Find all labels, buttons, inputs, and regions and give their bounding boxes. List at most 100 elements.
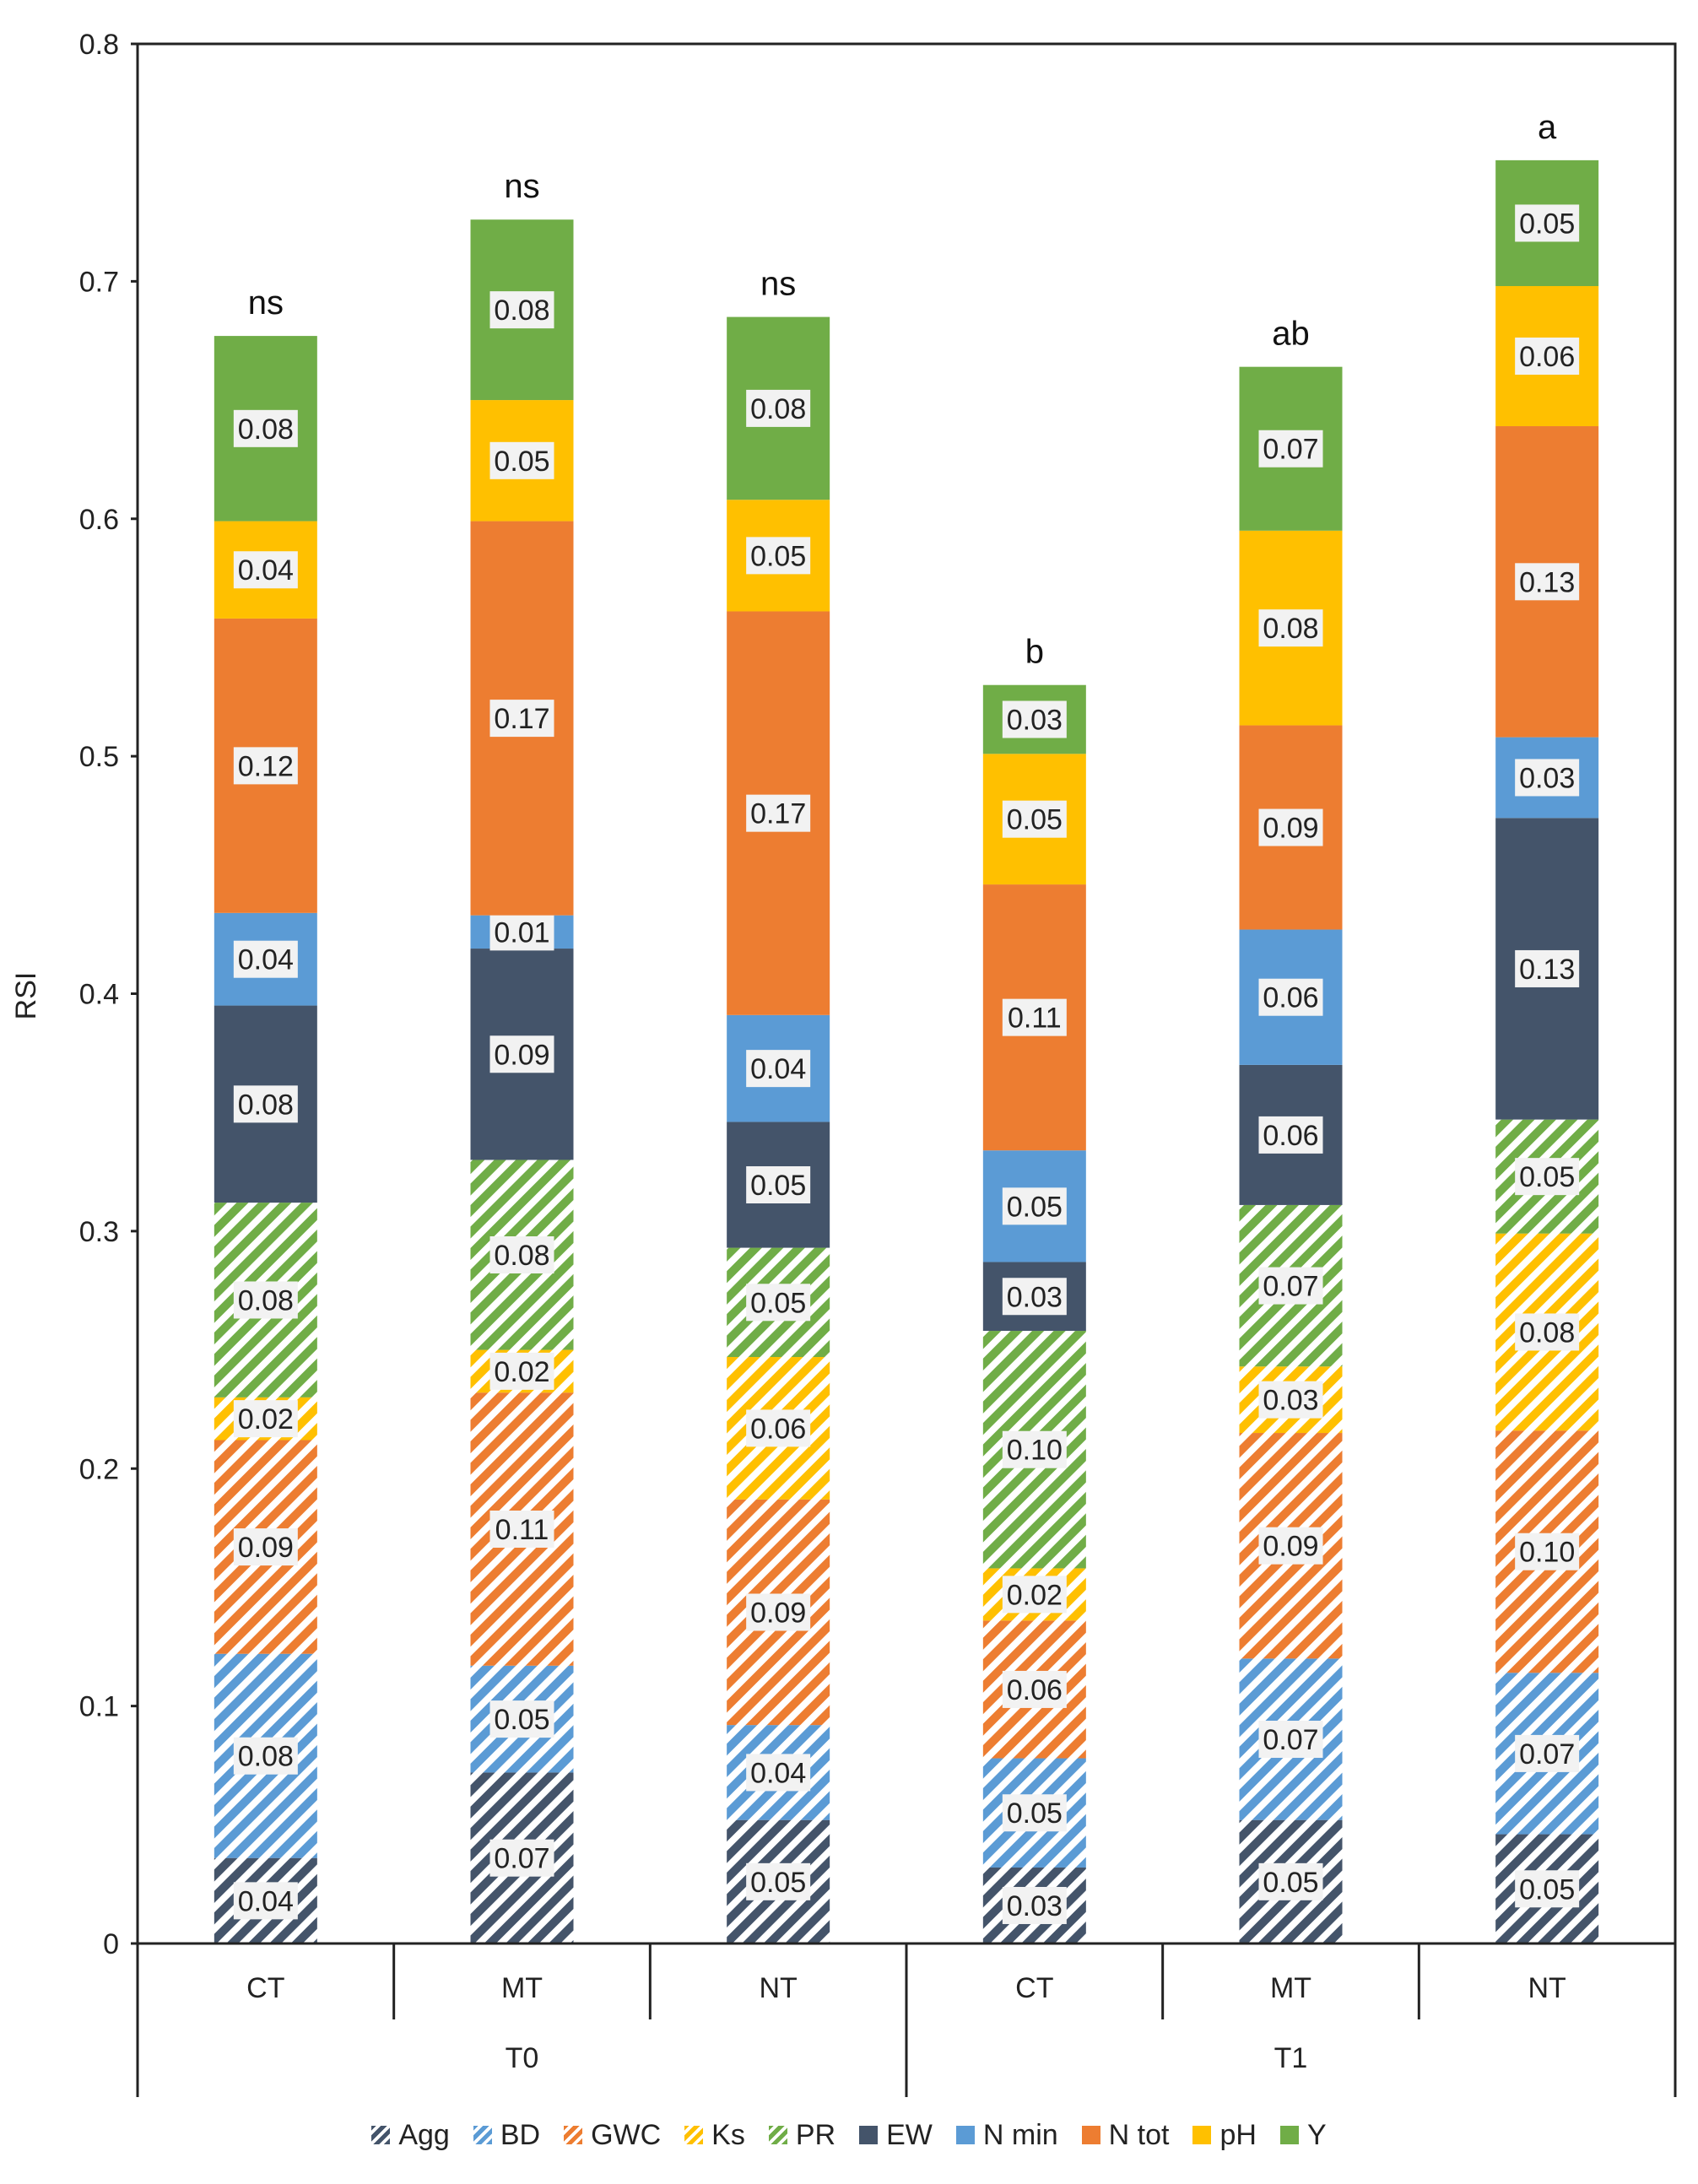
data-label: 0.11 [1008,1003,1062,1035]
bars-layer: 0.04 0.08 0.09 0.02 0.08 0.08 0.04 0.12 0.04 0.08… [214,109,1599,1943]
data-label-box [489,441,554,479]
legend-label: N min [982,2118,1058,2151]
data-label: 0.05 [750,1287,806,1319]
data-label: 0.17 [494,703,549,735]
y-tick-label: 0 [103,1928,119,1960]
legend-item: Ks [684,2119,745,2152]
legend-label: pH [1219,2118,1257,2151]
data-label: 0.05 [494,1704,549,1736]
data-label-box [233,1737,298,1775]
data-label: 0.13 [1519,566,1575,598]
data-label-box [1515,1533,1580,1570]
data-label: 0.08 [494,295,549,327]
legend-label: N tot [1108,2118,1170,2151]
legend-swatch [371,2126,391,2144]
data-label-box [1002,1794,1067,1832]
legend-label: EW [886,2118,933,2151]
data-label-box [746,1754,811,1792]
category-label: CT [1015,1972,1053,2004]
data-label: 0.04 [238,1885,294,1917]
y-tick-label: 0.2 [79,1453,119,1485]
data-label: 0.08 [494,1240,549,1272]
data-label-box [1258,1527,1323,1565]
data-label: 0.05 [750,1170,806,1202]
data-label-box [1258,1267,1323,1305]
data-label: 0.04 [750,1757,806,1789]
y-tick-label: 0.6 [79,504,119,536]
data-label: 0.01 [494,916,549,949]
data-label: 0.04 [238,944,294,976]
axes-layer: CT MT NT CT MT NT 0 0.1 0.2 0.3 0.4 0.5 0.6 0.7 0.8 T0 T… [79,29,1677,2097]
y-tick-label: 0.5 [79,741,119,773]
legend-swatch [564,2126,583,2144]
data-label: 0.09 [494,1039,549,1071]
data-label: 0.07 [494,1843,549,1875]
legend-swatch [1192,2126,1212,2144]
y-tick-label: 0.3 [79,1216,119,1248]
data-label-box [233,551,298,589]
significance-label: ab [1272,316,1310,353]
data-label-box [1002,1278,1067,1316]
data-label: 0.11 [495,1514,549,1546]
data-label: 0.03 [1007,1281,1063,1313]
data-label-box [233,1085,298,1123]
legend-item: pH [1192,2118,1257,2152]
data-label-box [1258,1381,1323,1419]
data-label: 0.05 [1519,1873,1575,1906]
data-label: 0.08 [238,1284,294,1316]
category-label: NT [760,1972,798,2004]
legend-swatch [955,2126,975,2144]
data-label: 0.05 [1263,1867,1318,1899]
legend-label: BD [500,2118,541,2151]
data-label-box [1258,1862,1323,1900]
legend-label: Ks [711,2118,745,2151]
data-label: 0.07 [1263,434,1318,466]
data-label-box [1515,338,1580,376]
legend-swatch [1279,2126,1299,2144]
data-label-box [233,940,298,978]
data-label: 0.06 [1007,1674,1063,1706]
legend-label: GWC [591,2118,662,2151]
y-axis-title: RSI [10,972,42,1020]
data-label: 0.09 [750,1597,806,1629]
data-label: 0.13 [1519,954,1575,986]
data-label: 0.09 [1263,813,1318,845]
data-label-box [1515,563,1580,601]
data-label: 0.08 [750,393,806,425]
significance-label: ns [248,284,284,322]
legend-swatch [473,2126,492,2144]
data-label: 0.07 [1263,1271,1318,1303]
data-label: 0.02 [238,1403,294,1435]
data-label: 0.03 [1007,1890,1063,1922]
data-label-box [1002,700,1067,738]
data-label-box [233,409,298,447]
data-label-box [746,794,811,832]
data-label-box [1515,1158,1580,1196]
data-label: 0.06 [750,1413,806,1445]
data-label-box [746,1166,811,1204]
data-label-box [1002,1886,1067,1924]
data-label: 0.04 [238,554,294,587]
data-label-box [489,700,554,738]
data-label-box [1258,609,1323,647]
data-label: 0.03 [1519,762,1575,794]
data-label-box [746,1284,811,1322]
data-label-box [489,1035,554,1073]
significance-label: ns [504,168,539,205]
data-label: 0.06 [1263,1120,1318,1152]
data-label-box [1258,430,1323,468]
category-label: CT [246,1972,284,2004]
data-label-box [1002,1430,1067,1468]
data-label-box [746,1862,811,1900]
data-label-box [1002,998,1067,1036]
legend-item: N min [955,2118,1058,2152]
y-tick-label: 0.8 [79,29,119,61]
data-label: 0.06 [1263,982,1318,1014]
legend-item: BD [473,2119,540,2152]
data-label-box [1515,759,1580,797]
legend-item: Y [1279,2119,1327,2152]
data-label-box [489,1236,554,1274]
data-label: 0.12 [238,750,294,782]
data-label: 0.05 [750,1867,806,1899]
data-label-box [1515,204,1580,242]
